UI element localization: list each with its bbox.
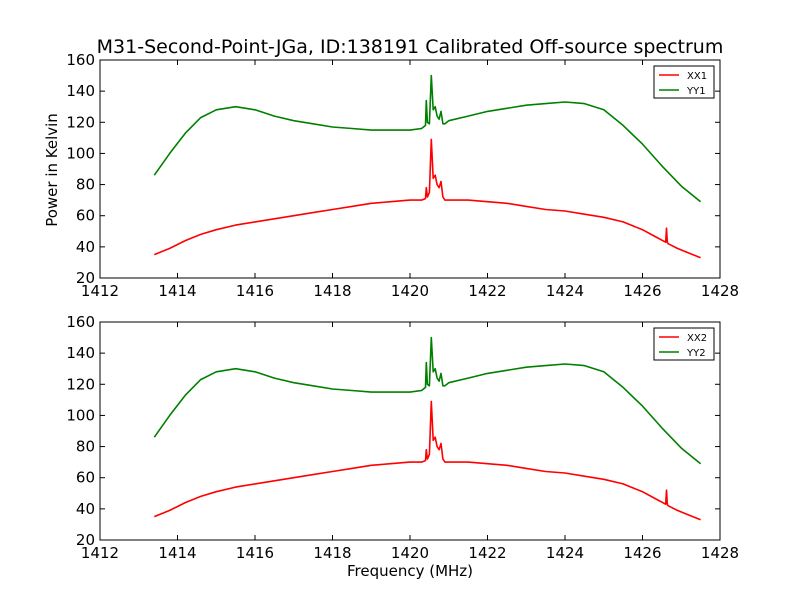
y-tick-label: 40: [76, 500, 95, 518]
y-tick-label: 120: [66, 113, 95, 131]
series-line-xx2: [154, 400, 701, 521]
x-tick-label: 1412: [81, 544, 119, 562]
series-line-xx1: [154, 138, 701, 259]
y-tick-label: 100: [66, 144, 95, 162]
y-tick-label: 60: [76, 469, 95, 487]
y-tick-label: 80: [76, 438, 95, 456]
y-tick-label: 60: [76, 207, 95, 225]
y-tick-label: 160: [66, 313, 95, 331]
y-axis-label: Power in Kelvin: [43, 113, 61, 227]
x-tick-label: 1420: [391, 282, 429, 300]
y-tick-label: 100: [66, 406, 95, 424]
y-tick-label: 140: [66, 82, 95, 100]
x-tick-label: 1414: [158, 282, 196, 300]
x-axis-label: Frequency (MHz): [347, 562, 473, 580]
plot-area: [99, 321, 721, 541]
x-tick-label: 1428: [701, 282, 739, 300]
x-tick-label: 1426: [623, 282, 661, 300]
x-tick-label: 1428: [701, 544, 739, 562]
plot-panel-1: 1412 1414 1416 1418 1420 1422 1424 1426 1428 20 40…: [66, 51, 739, 300]
x-tick-label: 1414: [158, 544, 196, 562]
x-tick-label: 1416: [236, 544, 274, 562]
plot-area: [99, 59, 721, 279]
y-tick-label: 140: [66, 344, 95, 362]
series-line-yy1: [153, 74, 702, 203]
legend-box: [653, 327, 715, 361]
y-tick-label: 80: [76, 176, 95, 194]
x-tick-label: 1420: [391, 544, 429, 562]
x-tick-label: 1422: [468, 544, 506, 562]
x-tick-label: 1412: [81, 282, 119, 300]
x-tick-label: 1416: [236, 282, 274, 300]
legend-label: YY1: [686, 86, 706, 97]
legend-box: [653, 65, 715, 99]
series-line-yy2: [153, 336, 702, 465]
x-tick-label: 1424: [546, 282, 584, 300]
chart-panels: 1412 1414 1416 1418 1420 1422 1424 1426 1428 20 40…: [66, 51, 739, 562]
figure-title: M31-Second-Point-JGa, ID:138191 Calibrat…: [97, 36, 724, 58]
y-tick-label: 120: [66, 375, 95, 393]
legend-label: XX1: [687, 71, 707, 82]
x-tick-label: 1418: [313, 282, 351, 300]
plot-panel-2: 1412 1414 1416 1418 1420 1422 1424 1426 1428 20 40…: [66, 313, 739, 562]
y-tick-label: 20: [76, 531, 95, 549]
x-tick-label: 1424: [546, 544, 584, 562]
legend-label: YY2: [686, 348, 706, 359]
x-tick-label: 1418: [313, 544, 351, 562]
x-tick-label: 1422: [468, 282, 506, 300]
y-tick-label: 160: [66, 51, 95, 69]
legend-label: XX2: [687, 333, 707, 344]
x-tick-label: 1426: [623, 544, 661, 562]
y-tick-label: 20: [76, 269, 95, 287]
y-tick-label: 40: [76, 238, 95, 256]
